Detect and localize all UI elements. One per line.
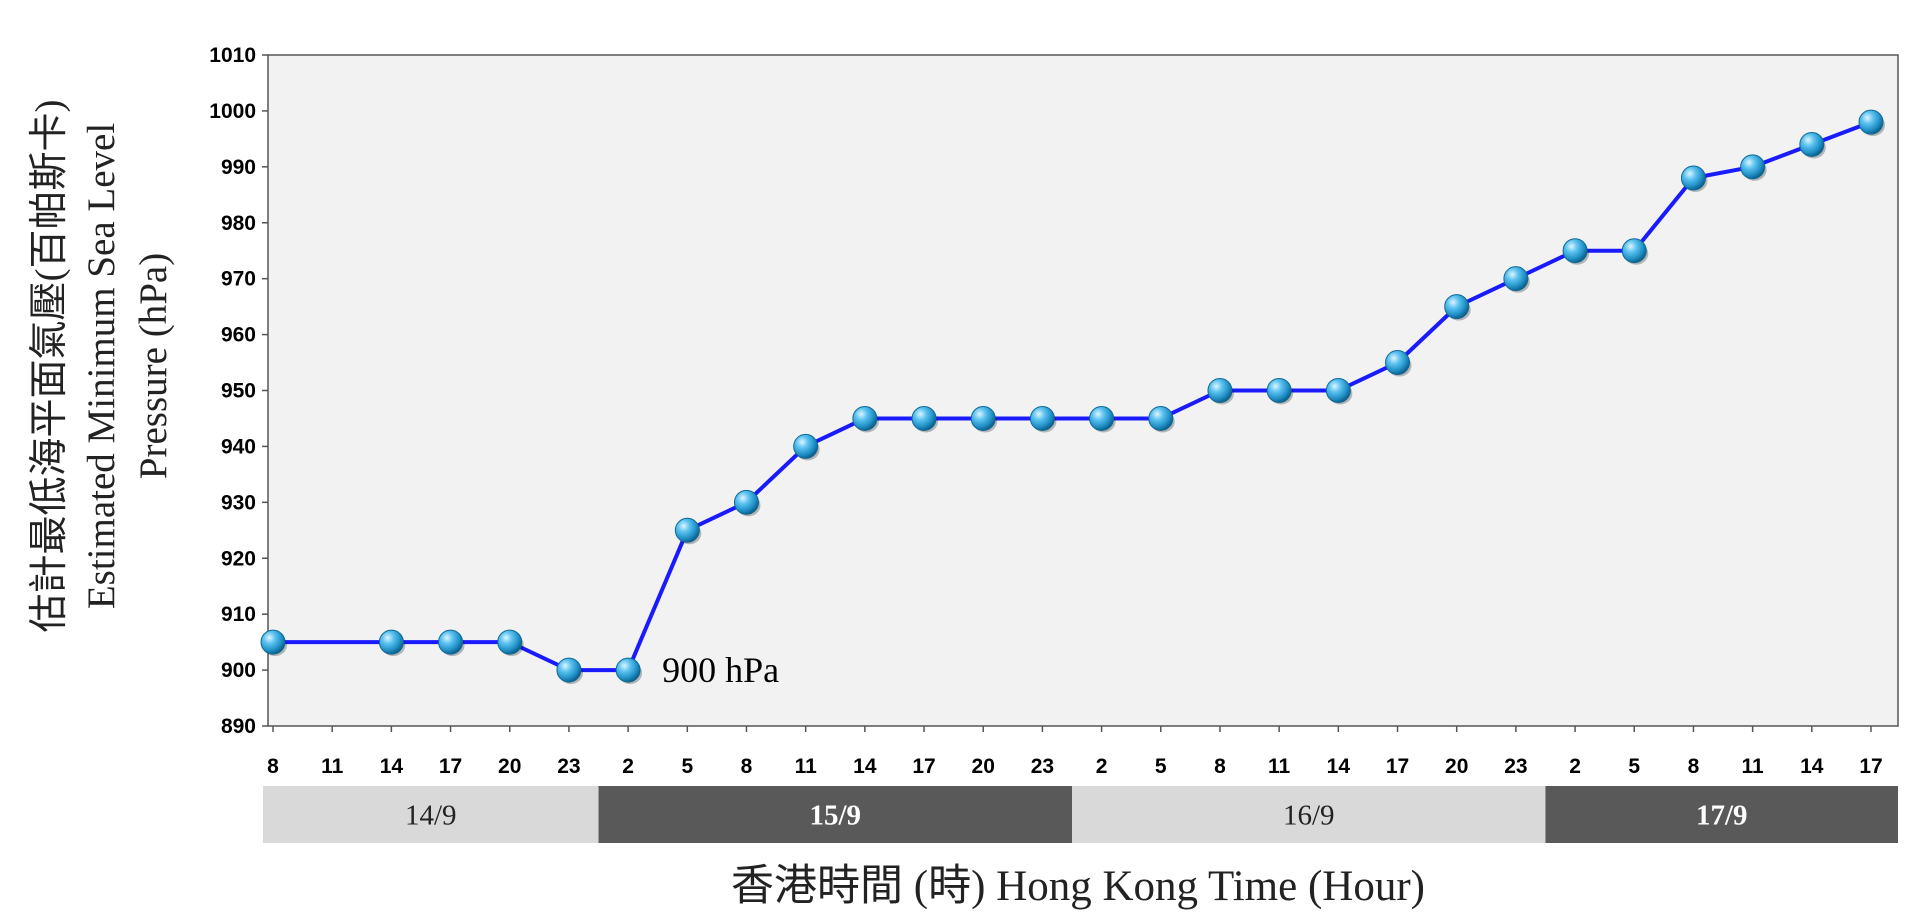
data-point (1858, 109, 1884, 135)
x-axis-label: 香港時間 (時) Hong Kong Time (Hour) (731, 863, 1425, 910)
data-point (1680, 165, 1706, 191)
y-tick-label: 960 (221, 324, 256, 347)
x-tick-label: 11 (1742, 755, 1765, 778)
x-tick-label: 14 (380, 755, 404, 778)
data-point (733, 489, 759, 515)
plot-area (267, 54, 1899, 727)
data-point (1089, 405, 1115, 431)
data-point (260, 629, 286, 655)
y-axis-label-zh: 估計最低海平面氣壓(百帕斯卡) (28, 100, 71, 633)
y-tick-label: 900 (221, 659, 256, 682)
x-tick-label: 23 (1031, 755, 1054, 778)
x-tick-label: 14 (1327, 755, 1351, 778)
x-tick-label: 17 (439, 755, 462, 778)
y-tick-label: 970 (221, 268, 256, 291)
data-point (911, 405, 937, 431)
date-label: 15/9 (809, 800, 861, 832)
date-label: 14/9 (405, 800, 457, 832)
date-band (1545, 786, 1898, 843)
x-tick-label: 5 (1155, 755, 1167, 778)
x-tick-label: 23 (1504, 755, 1527, 778)
x-tick-label: 8 (267, 755, 279, 778)
y-axis-label-en-line2: Pressure (hPa) (132, 253, 175, 479)
date-bands: 14/9 15/9 16/9 17/9 (263, 786, 1898, 843)
data-point (1325, 378, 1351, 403)
date-label: 17/9 (1696, 800, 1748, 832)
x-tick-label: 5 (1628, 755, 1640, 778)
x-tick-label: 17 (1386, 755, 1409, 778)
x-tick-label: 11 (321, 755, 344, 778)
data-point (1148, 405, 1174, 431)
date-band (1072, 786, 1546, 843)
y-tick-label: 990 (221, 156, 256, 179)
data-point (556, 657, 582, 683)
x-tick-label: 20 (972, 755, 995, 778)
y-tick-label: 930 (221, 491, 256, 514)
date-band (263, 786, 599, 843)
x-tick-label: 2 (622, 755, 634, 778)
y-tick-label: 950 (221, 380, 256, 403)
data-point (378, 629, 404, 655)
data-point (1503, 266, 1529, 292)
y-tick-label: 920 (221, 547, 256, 570)
y-tick-label: 910 (221, 603, 256, 626)
y-tick-label: 940 (221, 435, 256, 458)
data-point (1029, 405, 1055, 431)
x-tick-label: 2 (1569, 755, 1581, 778)
data-point (615, 657, 641, 683)
data-point (852, 405, 878, 431)
data-point (497, 629, 523, 655)
y-tick-label: 890 (221, 715, 256, 738)
x-tick-label: 23 (557, 755, 580, 778)
x-tick-label: 8 (1688, 755, 1700, 778)
data-point (1207, 378, 1233, 403)
date-label: 16/9 (1283, 800, 1335, 832)
x-tick-label: 17 (1859, 755, 1882, 778)
x-tick-label: 5 (681, 755, 693, 778)
data-point (674, 517, 700, 543)
data-point (1799, 131, 1825, 157)
x-tick-label: 14 (1800, 755, 1824, 778)
x-tick-label: 8 (1214, 755, 1226, 778)
data-point (1621, 238, 1647, 264)
x-tick-label: 8 (741, 755, 753, 778)
data-point (1740, 154, 1766, 180)
x-tick-label: 20 (1445, 755, 1468, 778)
y-axis-ticks: 890 900 910 920 930 940 950 960 970 980 990 1000 101… (209, 44, 268, 738)
date-band (598, 786, 1072, 843)
x-tick-label: 2 (1096, 755, 1108, 778)
x-tick-label: 11 (1268, 755, 1291, 778)
y-tick-label: 980 (221, 212, 256, 235)
y-axis-label-en-line1: Estimated Minimum Sea Level (80, 123, 123, 609)
data-point (1562, 238, 1588, 264)
x-tick-label: 11 (795, 755, 818, 778)
x-tick-label: 17 (912, 755, 935, 778)
data-point (438, 629, 464, 655)
x-tick-label: 20 (498, 755, 521, 778)
data-point (1444, 294, 1470, 320)
data-point (970, 405, 996, 431)
x-tick-label: 14 (853, 755, 877, 778)
data-point (1266, 378, 1292, 403)
data-point (1385, 350, 1411, 376)
y-tick-label: 1000 (209, 100, 256, 123)
pressure-markers (260, 109, 1885, 685)
min-pressure-annotation: 900 hPa (662, 650, 779, 690)
y-tick-label: 1010 (209, 44, 256, 67)
data-point (793, 433, 819, 459)
x-axis-ticks: 8 11 14 17 20 23 2 5 8 11 14 17 20 23 2 5 8 11 14 17 20 23 2 5 8… (267, 726, 1883, 778)
